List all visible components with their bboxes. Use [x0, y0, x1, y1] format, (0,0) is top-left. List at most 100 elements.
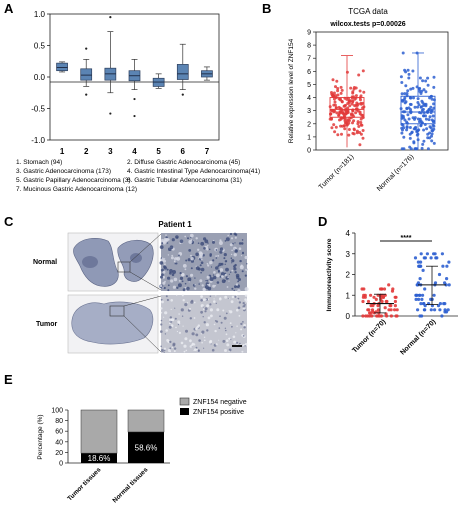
a-xtick-label: 7: [205, 147, 210, 156]
d-point: [389, 304, 393, 308]
d-point: [417, 293, 421, 297]
c-texture-dot: [188, 239, 193, 244]
b-point: [355, 129, 359, 133]
c-texture-dot: [170, 308, 172, 310]
c-texture-dot: [240, 328, 243, 331]
d-point: [393, 299, 397, 304]
c-texture-dot: [204, 307, 208, 311]
b-point: [408, 136, 412, 140]
panel-d-scatter: Immunoreactivity score 0 1 2 3 4 **** Tumor …: [326, 229, 458, 357]
c-texture-dot: [200, 271, 202, 274]
c-texture-dot: [227, 297, 229, 299]
c-texture-dot: [227, 276, 229, 279]
a-outlier: [133, 114, 136, 118]
c-texture-dot: [190, 273, 194, 277]
b-point: [333, 100, 337, 104]
b-point: [339, 124, 343, 128]
c-texture-dot: [229, 243, 233, 247]
c-texture-dot: [245, 300, 248, 303]
c-texture-dot: [219, 239, 222, 242]
b-point: [359, 101, 363, 105]
b-point: [351, 90, 355, 94]
c-texture-dot: [178, 331, 181, 334]
d-point: [378, 287, 383, 291]
panel-b-y-axis: 0 1 2 3 4 5 6 7 8 9: [307, 30, 316, 155]
c-texture-dot: [244, 255, 248, 260]
panel-label-b: B: [262, 1, 271, 16]
b-point: [431, 114, 435, 118]
c-texture-dot: [167, 276, 171, 280]
b-point: [424, 90, 428, 94]
d-point: [421, 293, 425, 297]
b-point: [359, 98, 362, 102]
b-point: [403, 92, 407, 96]
b-point: [420, 108, 424, 112]
b-point: [347, 121, 351, 125]
b-point: [402, 147, 406, 151]
c-texture-dot: [244, 294, 248, 297]
b-point: [426, 136, 430, 140]
c-texture-dot: [217, 255, 220, 257]
c-texture-dot: [215, 295, 217, 297]
c-texture-dot: [198, 339, 201, 342]
b-point: [358, 110, 362, 114]
c-texture-dot: [174, 317, 177, 320]
c-texture-dot: [242, 302, 245, 305]
c-texture-dot: [195, 237, 198, 240]
c-texture-dot: [207, 298, 210, 300]
b-point: [333, 103, 337, 107]
c-texture-dot: [239, 342, 241, 345]
d-point: [447, 283, 451, 287]
c-texture-dot: [198, 257, 200, 259]
c-texture-dot: [162, 240, 166, 244]
c-texture-dot: [220, 321, 223, 324]
b-ytick-label: 6: [307, 69, 311, 76]
c-texture-dot: [236, 275, 240, 280]
a-outlier: [181, 93, 184, 96]
d-point: [391, 287, 395, 291]
c-texture-dot: [195, 265, 197, 267]
c-texture-dot: [242, 251, 244, 254]
b-point: [343, 117, 347, 121]
c-texture-dot: [243, 344, 246, 346]
c-texture-dot: [169, 245, 174, 249]
panel-b-points: [328, 51, 436, 151]
c-texture-dot: [169, 350, 171, 353]
c-texture-dot: [225, 333, 228, 336]
b-point: [427, 107, 431, 111]
d-point: [434, 256, 438, 260]
c-texture-dot: [240, 322, 243, 326]
c-texture-dot: [216, 281, 220, 284]
b-point: [357, 125, 361, 128]
b-point: [422, 88, 426, 92]
b-point: [403, 118, 407, 122]
c-texture-dot: [202, 316, 204, 318]
b-point: [336, 133, 340, 137]
c-texture-dot: [244, 298, 247, 301]
b-point: [334, 106, 338, 110]
c-texture-dot: [167, 254, 170, 256]
c-texture-dot: [199, 264, 202, 267]
b-point: [415, 130, 419, 134]
panel-d-points: [360, 252, 451, 318]
c-texture-dot: [167, 238, 170, 241]
b-point: [360, 123, 364, 127]
c-texture-dot: [233, 340, 237, 344]
b-point: [331, 94, 334, 98]
c-texture-dot: [208, 283, 211, 285]
d-point: [369, 304, 373, 308]
c-texture-dot: [226, 286, 229, 288]
c-texture-dot: [187, 258, 191, 262]
e-ytick-label: 60: [55, 429, 63, 436]
b-point: [349, 113, 353, 117]
panel-e-y-axis: 0 20 40 60 80 100: [51, 408, 68, 468]
b-point: [421, 79, 425, 83]
c-texture-dot: [243, 326, 246, 329]
c-texture-dot: [233, 253, 237, 257]
b-point: [409, 87, 413, 91]
d-point: [380, 299, 384, 304]
c-texture-dot: [224, 349, 227, 352]
c-texture-dot: [213, 271, 216, 274]
c-texture-dot: [187, 302, 189, 304]
